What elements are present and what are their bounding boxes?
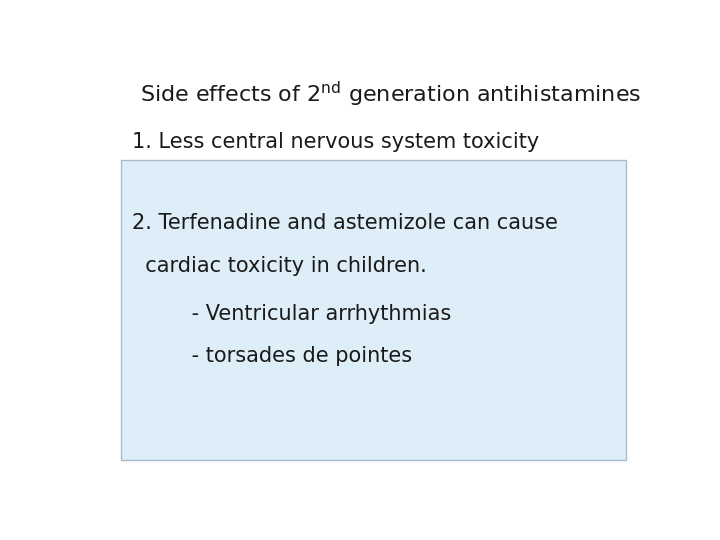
- FancyBboxPatch shape: [121, 160, 626, 460]
- Text: - torsades de pointes: - torsades de pointes: [132, 346, 412, 366]
- Text: 1. Less central nervous system toxicity: 1. Less central nervous system toxicity: [132, 132, 539, 152]
- Text: cardiac toxicity in children.: cardiac toxicity in children.: [132, 256, 426, 276]
- Text: 2. Terfenadine and astemizole can cause: 2. Terfenadine and astemizole can cause: [132, 213, 558, 233]
- Text: - Ventricular arrhythmias: - Ventricular arrhythmias: [132, 304, 451, 325]
- Text: Side effects of 2$^\mathregular{nd}$ generation antihistamines: Side effects of 2$^\mathregular{nd}$ gen…: [140, 79, 642, 109]
